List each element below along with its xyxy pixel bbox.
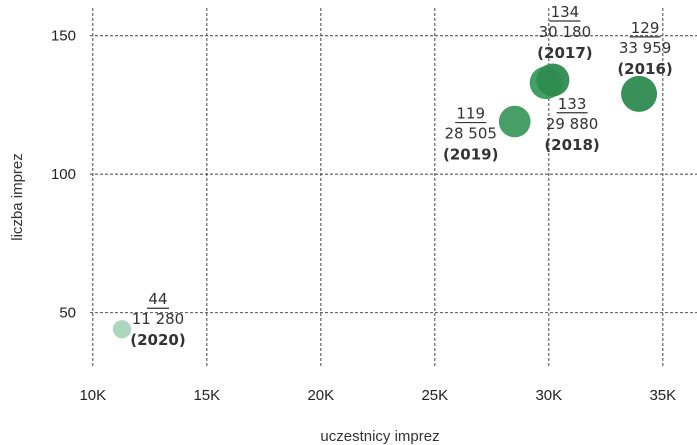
x-tick-label: 10K <box>79 387 106 404</box>
y-tick-label: 150 <box>51 28 76 45</box>
data-points <box>112 63 658 339</box>
data-point <box>621 75 658 112</box>
participants-label: 28 505 <box>444 125 497 143</box>
x-axis-title: uczestnicy imprez <box>320 428 439 445</box>
point-label: 134 30 180 (2017) <box>537 3 592 62</box>
year-label: (2019) <box>443 146 498 164</box>
participants-label: 30 180 <box>539 23 592 41</box>
point-label: 133 29 880 (2018) <box>544 95 599 154</box>
y-axis-ticks: 50 100 150 <box>51 28 76 322</box>
events-count-label: 133 <box>558 95 587 113</box>
point-label: 119 28 505 (2019) <box>443 105 498 164</box>
year-label: (2018) <box>544 136 599 154</box>
events-count-label: 129 <box>631 19 660 37</box>
participants-label: 29 880 <box>546 115 599 133</box>
point-label: 129 33 959 (2016) <box>617 19 672 78</box>
x-axis-ticks: 10K 15K 20K 25K 30K 35K <box>79 387 676 404</box>
grid <box>90 8 697 368</box>
participants-label: 11 280 <box>132 310 185 328</box>
participants-label: 33 959 <box>619 39 672 57</box>
y-tick-label: 50 <box>59 305 76 322</box>
data-point <box>498 105 531 138</box>
year-label: (2016) <box>617 60 672 78</box>
year-label: (2017) <box>537 44 592 62</box>
y-axis-title: liczba imprez <box>9 153 26 241</box>
events-count-label: 44 <box>148 290 167 308</box>
x-tick-label: 20K <box>307 387 334 404</box>
data-labels: 44 11 280 (2020) 119 28 505 (2019) 133 29 880 (2… <box>130 3 673 349</box>
year-label: (2020) <box>130 331 185 349</box>
data-point <box>112 320 132 339</box>
x-tick-label: 30K <box>535 387 562 404</box>
point-label: 44 11 280 (2020) <box>130 290 185 349</box>
x-tick-label: 35K <box>649 387 676 404</box>
x-tick-label: 15K <box>193 387 220 404</box>
events-count-label: 134 <box>551 3 580 21</box>
y-tick-label: 100 <box>51 166 76 183</box>
data-point <box>536 63 570 97</box>
x-tick-label: 25K <box>421 387 448 404</box>
events-count-label: 119 <box>456 105 485 123</box>
